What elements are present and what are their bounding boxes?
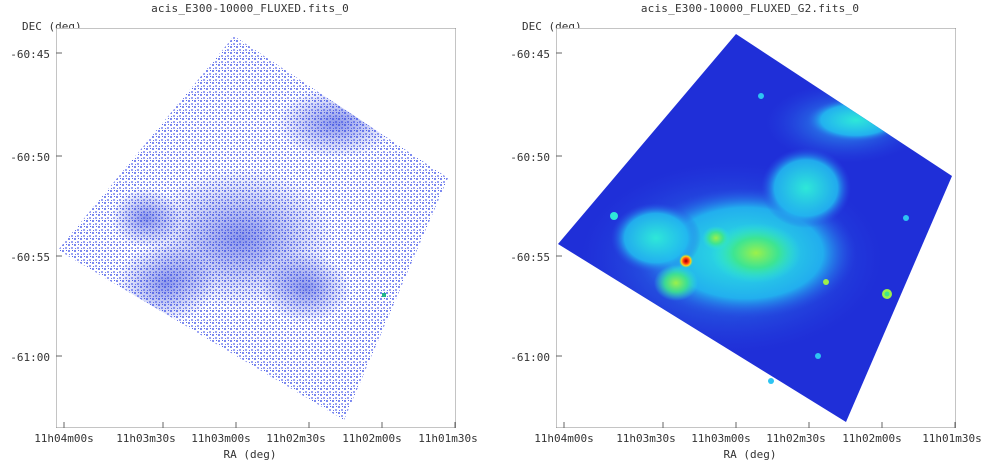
left-xtick: 11h03m30s (116, 432, 176, 445)
point-source (903, 215, 909, 221)
right-xtick: 11h02m00s (842, 432, 902, 445)
bright-point-source (679, 254, 693, 268)
right-image-plot (556, 28, 956, 428)
right-panel-title: acis_E300-10000_FLUXED_G2.fits_0 (640, 2, 860, 15)
right-ytick: -60:55 (510, 251, 550, 264)
right-xtick: 11h01m30s (922, 432, 982, 445)
left-panel-title: acis_E300-10000_FLUXED.fits_0 (151, 2, 349, 15)
point-source (610, 212, 618, 220)
left-point-source (382, 293, 386, 297)
left-diffuse-emission (111, 88, 396, 323)
left-axis-ticks (56, 52, 456, 428)
right-ytick: -61:00 (510, 351, 550, 364)
left-image-panel: acis_E300-10000_FLUXED.fits_0 DEC (deg) … (10, 2, 478, 461)
right-xtick: 11h03m30s (616, 432, 676, 445)
right-axis-ticks (556, 52, 956, 428)
right-xtick: 11h04m00s (534, 432, 594, 445)
left-xtick: 11h03m00s (191, 432, 251, 445)
point-source (823, 279, 829, 285)
left-xtick: 11h02m30s (266, 432, 326, 445)
left-xtick: 11h01m30s (418, 432, 478, 445)
right-ytick: -60:45 (510, 48, 550, 61)
left-x-axis-label: RA (deg) (223, 448, 277, 461)
left-xtick: 11h04m00s (34, 432, 94, 445)
left-ytick: -61:00 (10, 351, 50, 364)
right-ytick: -60:50 (510, 151, 550, 164)
point-source (815, 353, 821, 359)
right-xtick: 11h02m30s (766, 432, 826, 445)
point-source (768, 378, 774, 384)
left-xtick: 11h02m00s (342, 432, 402, 445)
point-source (758, 93, 764, 99)
point-source (884, 291, 890, 297)
right-image-panel: acis_E300-10000_FLUXED_G2.fits_0 DEC (de… (500, 0, 1000, 468)
left-image-plot (56, 28, 456, 428)
left-ytick: -60:45 (10, 48, 50, 61)
right-xtick: 11h03m00s (691, 432, 751, 445)
right-point-sources (610, 93, 909, 384)
right-x-axis-label: RA (deg) (723, 448, 777, 461)
left-ytick: -60:50 (10, 151, 50, 164)
left-ytick: -60:55 (10, 251, 50, 264)
